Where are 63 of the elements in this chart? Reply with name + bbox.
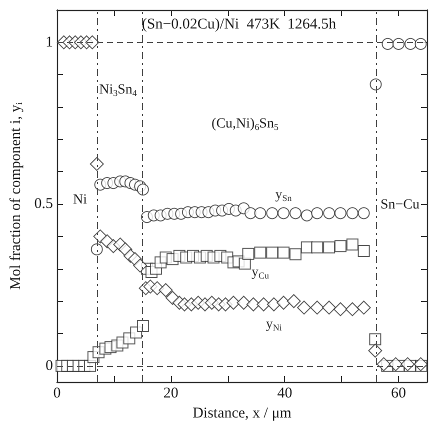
y-tick-label: 0.5: [34, 196, 53, 212]
point: [334, 240, 346, 252]
x-tick-label: 40: [277, 386, 292, 402]
y-axis-title: Mol fraction of component i, yi: [8, 102, 24, 290]
point: [414, 357, 428, 372]
point: [276, 296, 291, 310]
point: [246, 297, 260, 312]
point: [278, 246, 290, 259]
point: [290, 207, 302, 220]
point: [226, 296, 240, 310]
x-tick-label: 60: [391, 386, 406, 402]
point: [85, 35, 100, 50]
x-tick-label: 20: [163, 386, 178, 402]
point: [376, 357, 391, 372]
point: [311, 241, 324, 254]
point: [358, 244, 370, 257]
point: [369, 333, 382, 346]
y-tick-label: 0: [46, 358, 53, 374]
point: [392, 38, 405, 50]
point: [333, 302, 348, 316]
point: [136, 184, 149, 196]
point: [358, 207, 370, 220]
point: [414, 38, 427, 50]
point: [133, 258, 148, 273]
point: [254, 246, 266, 259]
point: [266, 297, 281, 312]
y-tick-label: 1: [46, 34, 53, 50]
annotation: Sn−Cu: [380, 198, 420, 212]
point: [290, 248, 302, 260]
chart-title: (Sn−0.02Cu)/Ni 473K 1264.5h: [142, 16, 337, 32]
point: [256, 297, 271, 312]
point: [323, 207, 336, 220]
point: [266, 207, 278, 220]
point: [388, 357, 403, 372]
point: [236, 296, 251, 310]
point: [323, 241, 336, 254]
point: [310, 300, 324, 315]
point: [90, 243, 103, 256]
point: [334, 207, 346, 220]
point: [346, 238, 358, 251]
point: [300, 209, 313, 222]
point: [297, 300, 312, 315]
point: [158, 283, 173, 298]
point: [322, 300, 336, 315]
point: [266, 246, 278, 259]
point: [286, 294, 301, 308]
annotation: Ni: [73, 192, 88, 208]
point: [346, 207, 358, 220]
point: [244, 207, 257, 220]
point: [382, 38, 394, 50]
x-axis-title: Distance, x / μm: [192, 406, 292, 422]
point: [345, 302, 360, 316]
point: [311, 207, 324, 220]
point: [370, 78, 382, 90]
point: [254, 207, 266, 220]
point: [90, 156, 104, 171]
point: [356, 300, 371, 315]
point: [404, 38, 416, 50]
point: [368, 344, 382, 358]
point: [278, 207, 290, 220]
point: [400, 357, 415, 372]
point: [242, 248, 254, 260]
point: [136, 320, 149, 332]
